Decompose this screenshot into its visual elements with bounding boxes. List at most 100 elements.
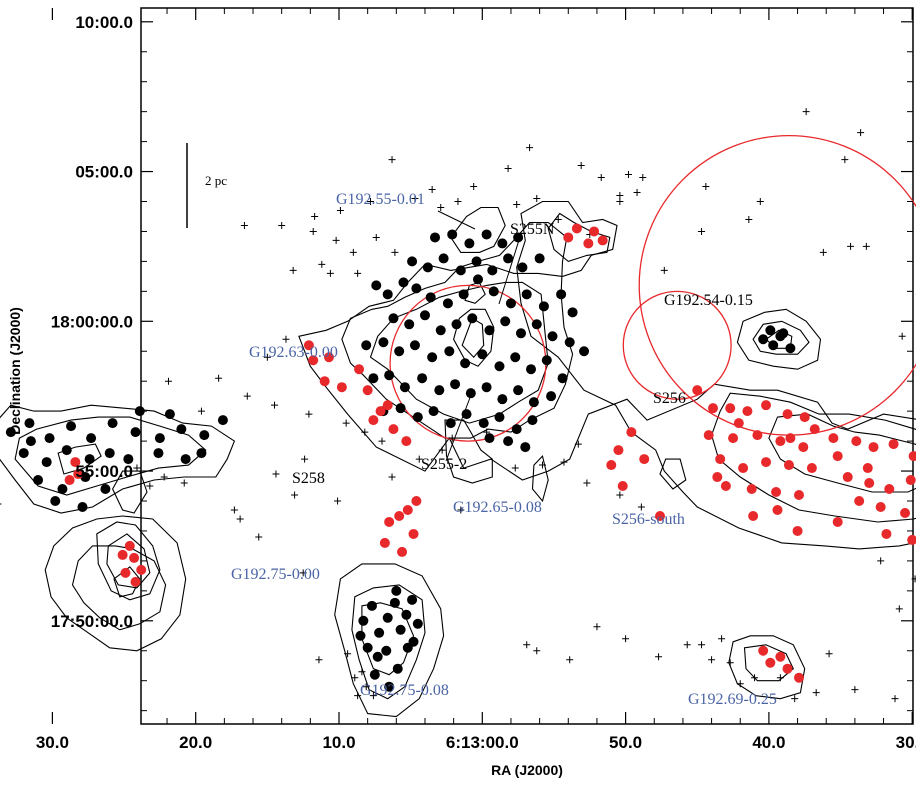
plus-source: [513, 200, 521, 208]
black-source: [388, 313, 399, 324]
black-source: [362, 642, 373, 653]
plus-source: [301, 455, 309, 463]
intensity-contour: [341, 221, 574, 439]
black-source: [528, 397, 539, 408]
plus-source: [311, 212, 319, 220]
black-source: [531, 319, 542, 330]
red-source: [782, 409, 793, 420]
y-axis-title: Declination (J2000): [7, 307, 23, 435]
intensity-contour: [450, 206, 506, 253]
plus-source: [577, 162, 585, 170]
red-source: [854, 496, 865, 506]
black-source: [487, 265, 498, 276]
black-source: [381, 645, 392, 656]
plus-source: [411, 195, 419, 203]
red-source: [851, 436, 862, 447]
black-source: [464, 238, 475, 249]
red-source: [571, 223, 582, 234]
black-source: [409, 340, 420, 351]
red-source: [408, 528, 419, 539]
plus-source: [291, 491, 299, 499]
plus-source: [388, 156, 396, 164]
plus-source: [802, 108, 810, 116]
red-source: [832, 516, 843, 527]
x-tick-label: 40.0: [752, 733, 785, 752]
black-source: [526, 364, 537, 375]
red-source: [308, 355, 319, 366]
black-source: [84, 454, 95, 465]
black-source: [123, 454, 134, 465]
plus-source: [358, 668, 366, 676]
black-source: [521, 289, 532, 300]
plus-source: [215, 374, 223, 382]
plus-source: [791, 695, 799, 703]
plus-sources: [0, 108, 916, 703]
red-source: [908, 451, 916, 462]
plus-source: [318, 260, 326, 268]
black-source: [154, 433, 165, 444]
plus-source: [857, 129, 865, 137]
red-source: [692, 385, 703, 396]
red-source: [720, 481, 731, 492]
black-source: [86, 433, 97, 444]
plus-source: [354, 269, 362, 277]
black-source: [196, 448, 207, 459]
x-tick-label: 30.0: [896, 733, 916, 752]
plus-source: [415, 455, 423, 463]
intensity-contour: [711, 392, 916, 523]
black-source: [427, 352, 438, 363]
plus-source: [315, 656, 323, 664]
plus-source: [289, 266, 297, 274]
black-source: [419, 310, 430, 321]
red-source: [382, 400, 393, 411]
red-source: [375, 406, 386, 417]
black-source: [775, 331, 786, 342]
plus-source: [332, 236, 340, 244]
black-source: [557, 373, 568, 384]
black-source: [461, 409, 472, 420]
red-source: [117, 549, 128, 560]
intensity-contour: [728, 635, 806, 700]
x-tick-label: 20.0: [179, 733, 212, 752]
black-source: [513, 385, 524, 396]
black-source: [407, 256, 418, 267]
black-source: [392, 663, 403, 674]
black-source: [395, 403, 406, 414]
red-source: [120, 567, 131, 578]
plus-source: [146, 482, 154, 490]
black-source: [395, 624, 406, 635]
black-source: [382, 612, 393, 623]
black-source: [497, 394, 508, 405]
red-source: [771, 487, 782, 498]
black-source: [481, 382, 492, 393]
black-source: [497, 238, 508, 249]
region-label: G192.75-0.08: [360, 682, 449, 699]
red-source: [785, 433, 796, 444]
plus-source: [633, 189, 641, 197]
black-source: [503, 253, 514, 264]
plus-source: [0, 503, 2, 505]
intensity-contour: [736, 308, 822, 370]
plus-source: [895, 605, 903, 613]
black-source: [366, 600, 377, 611]
black-source: [444, 346, 455, 357]
plus-source: [361, 428, 369, 436]
plus-source: [243, 392, 251, 400]
red-source: [792, 525, 803, 536]
black-source: [488, 286, 499, 297]
black-source: [368, 373, 379, 384]
plus-source: [708, 656, 716, 664]
black-source: [5, 427, 16, 438]
plus-source: [272, 470, 280, 478]
black-source: [134, 406, 145, 417]
intensity-contour: [14, 416, 207, 496]
black-source: [438, 253, 449, 264]
plus-source: [891, 695, 899, 703]
black-source: [374, 627, 385, 638]
red-source: [782, 663, 793, 674]
plus-source: [624, 171, 632, 179]
intensity-contour: [743, 644, 794, 682]
black-source: [355, 630, 366, 641]
black-source: [24, 418, 35, 429]
plus-source: [745, 215, 753, 223]
